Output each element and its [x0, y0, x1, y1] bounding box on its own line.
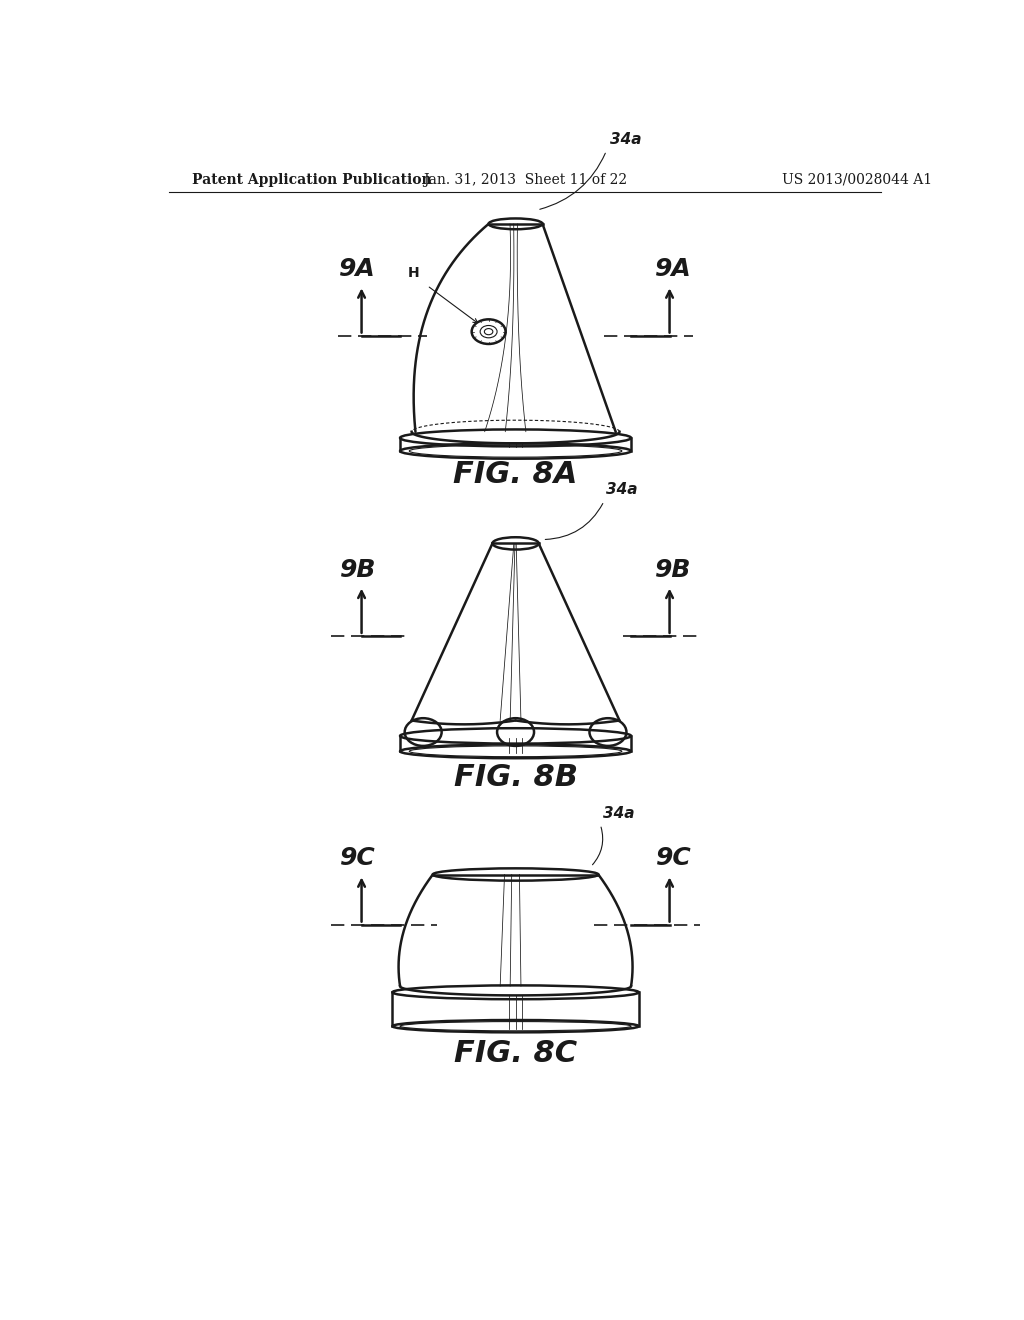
Text: 34a: 34a: [602, 805, 634, 821]
Ellipse shape: [472, 319, 506, 345]
Text: 34a: 34a: [606, 482, 638, 498]
Text: 9A: 9A: [655, 257, 692, 281]
Text: H: H: [408, 267, 419, 280]
Text: US 2013/0028044 A1: US 2013/0028044 A1: [782, 173, 933, 187]
Text: Jan. 31, 2013  Sheet 11 of 22: Jan. 31, 2013 Sheet 11 of 22: [423, 173, 627, 187]
Ellipse shape: [590, 718, 627, 746]
Text: 9B: 9B: [655, 557, 691, 582]
Text: FIG. 8A: FIG. 8A: [454, 461, 578, 490]
Text: 9A: 9A: [339, 257, 376, 281]
Text: 9B: 9B: [340, 557, 376, 582]
Text: 9C: 9C: [655, 846, 691, 870]
Text: FIG. 8C: FIG. 8C: [454, 1039, 578, 1068]
Text: 34a: 34a: [609, 132, 641, 147]
Text: Patent Application Publication: Patent Application Publication: [193, 173, 432, 187]
Text: FIG. 8B: FIG. 8B: [454, 763, 578, 792]
Ellipse shape: [404, 718, 441, 746]
Text: 9C: 9C: [340, 846, 376, 870]
Ellipse shape: [497, 718, 535, 746]
